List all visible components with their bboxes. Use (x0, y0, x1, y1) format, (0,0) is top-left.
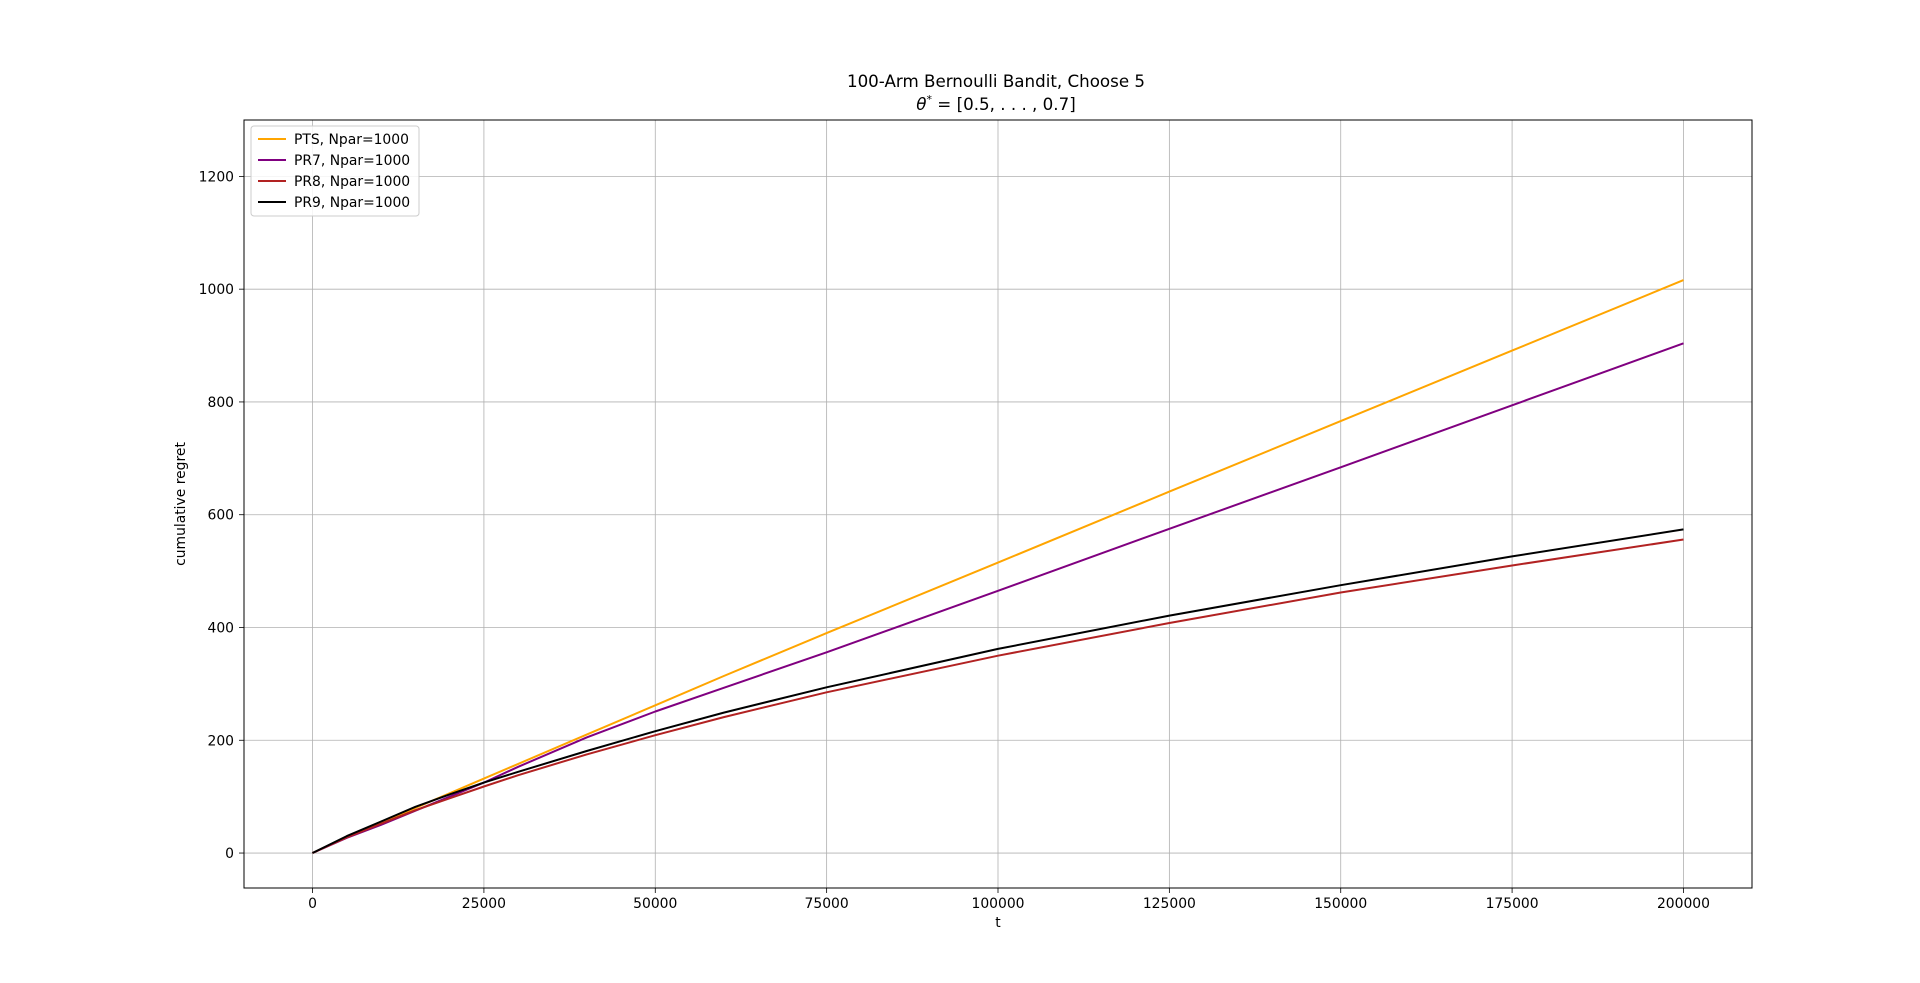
y-tick-label: 600 (207, 508, 234, 524)
chart-title: 100-Arm Bernoulli Bandit, Choose 5 (847, 71, 1145, 91)
x-tick-label: 100000 (971, 896, 1024, 912)
legend-label: PR9, Npar=1000 (294, 195, 410, 211)
legend-box (250, 125, 420, 217)
y-axis-ticks: 0 200 400 600 800 1000 1200 (199, 169, 244, 862)
y-tick-label: 800 (207, 395, 234, 411)
subtitle-rest: = [0.5, . . . , 0.7] (932, 94, 1076, 114)
legend-label: PTS, Npar=1000 (294, 132, 409, 148)
legend-label: PR7, Npar=1000 (294, 153, 410, 169)
series-lines (312, 279, 1684, 854)
x-tick-label: 150000 (1314, 896, 1367, 912)
legend-label: PR8, Npar=1000 (294, 174, 410, 190)
chart-subtitle: θ* = [0.5, . . . , 0.7] (916, 93, 1075, 114)
series-line-4 (312, 528, 1684, 854)
title-block: 100-Arm Bernoulli Bandit, Choose 5 θ* = … (847, 71, 1145, 114)
x-tick-label: 200000 (1657, 896, 1710, 912)
subtitle-star: * (926, 93, 932, 106)
x-tick-label: 75000 (805, 896, 849, 912)
subtitle-theta: θ (916, 94, 926, 114)
x-axis-ticks: 0 25000 50000 75000 100000 125000 150000 175000… (308, 888, 1710, 912)
y-tick-label: 0 (225, 846, 234, 862)
x-tick-label: 0 (308, 896, 317, 912)
y-tick-label: 400 (207, 620, 234, 636)
x-tick-label: 50000 (633, 896, 677, 912)
y-tick-label: 200 (207, 733, 234, 749)
y-tick-label: 1200 (199, 169, 234, 185)
y-axis-label: cumulative regret (173, 442, 189, 566)
x-tick-label: 125000 (1143, 896, 1196, 912)
grid (244, 120, 1752, 888)
x-tick-label: 25000 (462, 896, 506, 912)
series-line-1 (312, 279, 1684, 854)
y-tick-label: 1000 (199, 282, 234, 298)
legend: PTS, Npar=1000 PR7, Npar=1000 PR8, Npar=10… (250, 125, 420, 217)
x-axis-label: t (995, 915, 1001, 931)
x-tick-label: 175000 (1486, 896, 1539, 912)
series-line-3 (312, 538, 1684, 854)
